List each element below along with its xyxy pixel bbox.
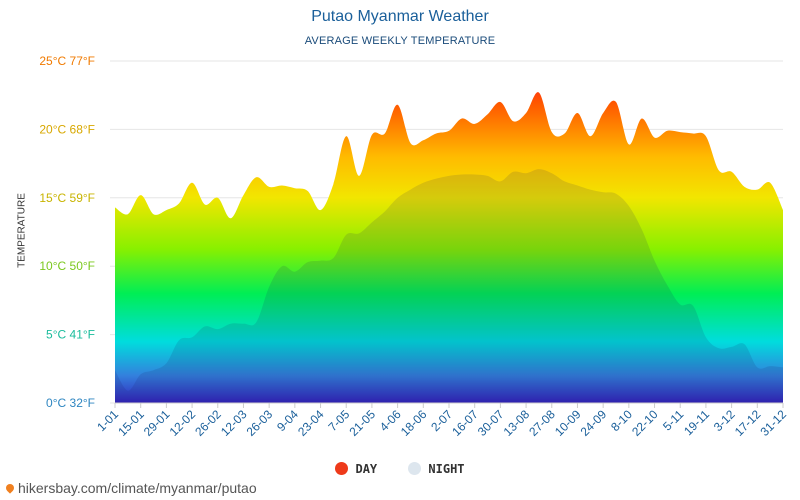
night-series-area: [115, 169, 783, 403]
x-tick-label: 26-03: [244, 407, 276, 439]
legend-day-dot: [335, 462, 349, 475]
legend-day-label: DAY: [355, 462, 378, 476]
legend-night-label: NIGHT: [428, 462, 465, 476]
location-pin-icon: [4, 482, 16, 494]
x-tick-labels: 1-0115-0129-0112-0226-0212-0326-039-0423…: [94, 403, 789, 439]
x-tick-label: 30-07: [475, 407, 507, 439]
legend: DAY NIGHT: [0, 462, 800, 476]
y-tick-label: 5°C 41°F: [46, 328, 95, 342]
x-tick-label: 15-01: [115, 407, 147, 439]
temperature-chart: 0°C 32°F 5°C 41°F 10°C 50°F 15°C 59°F 20°C 6…: [39, 54, 789, 439]
y-tick-label: 10°C 50°F: [39, 259, 95, 273]
x-tick-label: 10-09: [552, 407, 584, 439]
x-tick-label: 27-08: [526, 407, 558, 439]
x-tick-label: 12-03: [218, 407, 250, 439]
footer-link[interactable]: hikersbay.com/climate/myanmar/putao: [4, 480, 257, 496]
y-tick-label: 15°C 59°F: [39, 191, 95, 205]
legend-item-night[interactable]: NIGHT: [408, 462, 465, 476]
x-tick-label: 24-09: [578, 407, 610, 439]
y-tick-label: 25°C 77°F: [39, 54, 95, 68]
chart-title: Putao Myanmar Weather: [311, 8, 489, 25]
x-tick-label: 23-04: [295, 407, 327, 439]
legend-item-day[interactable]: DAY: [335, 462, 377, 476]
x-tick-label: 13-08: [501, 407, 533, 439]
x-tick-label: 16-07: [449, 407, 481, 439]
x-tick-label: 26-02: [192, 407, 224, 439]
y-tick-label: 20°C 68°F: [39, 122, 95, 136]
x-tick-label: 18-06: [398, 407, 430, 439]
footer-url: hikersbay.com/climate/myanmar/putao: [18, 480, 257, 496]
x-tick-label: 17-12: [732, 407, 764, 439]
series-areas: [115, 92, 783, 404]
legend-night-dot: [408, 462, 422, 475]
y-tick-labels: 0°C 32°F 5°C 41°F 10°C 50°F 15°C 59°F 20°C 6…: [39, 54, 95, 410]
x-tick-label: 29-01: [141, 407, 173, 439]
x-tick-label: 12-02: [167, 407, 199, 439]
x-tick-label: 31-12: [758, 407, 790, 439]
x-tick-label: 21-05: [346, 407, 378, 439]
x-tick-label: 22-10: [629, 407, 661, 439]
chart-subtitle: AVERAGE WEEKLY TEMPERATURE: [304, 35, 496, 47]
x-tick-label: 19-11: [681, 407, 712, 438]
day-series-area: [115, 92, 783, 403]
y-tick-label: 0°C 32°F: [46, 396, 95, 410]
